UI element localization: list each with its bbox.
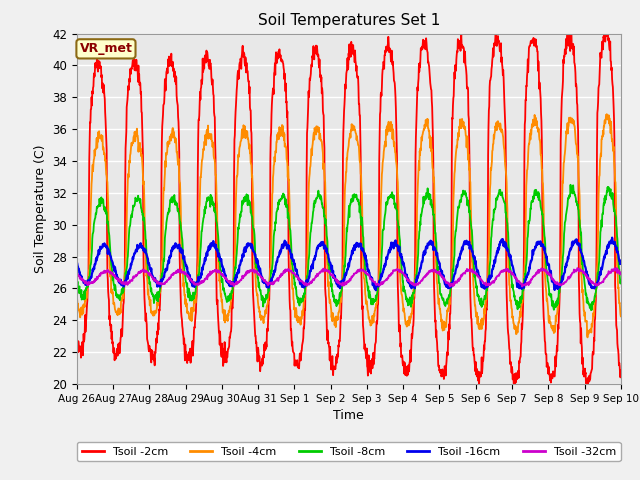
Tsoil -16cm <box>608 235 616 240</box>
Tsoil -16cm <box>505 251 513 256</box>
Tsoil -8cm <box>566 182 574 188</box>
Tsoil -8cm <box>180 270 188 276</box>
Tsoil -4cm <box>504 254 512 260</box>
Tsoil -4cm <box>603 111 611 117</box>
Tsoil -2cm <box>564 21 572 27</box>
Tsoil -16cm <box>434 253 442 259</box>
Tsoil -2cm <box>180 348 188 354</box>
Tsoil -8cm <box>433 255 441 261</box>
Tsoil -16cm <box>372 288 380 293</box>
Tsoil -16cm <box>73 260 81 265</box>
Tsoil -32cm <box>255 271 262 276</box>
Tsoil -4cm <box>552 318 560 324</box>
Tsoil -2cm <box>504 330 512 336</box>
Tsoil -32cm <box>504 267 512 273</box>
Tsoil -16cm <box>617 261 625 266</box>
Tsoil -16cm <box>180 258 188 264</box>
Tsoil -4cm <box>584 335 591 340</box>
Tsoil -16cm <box>553 284 561 290</box>
Tsoil -16cm <box>194 278 202 284</box>
Tsoil -2cm <box>73 344 81 349</box>
Tsoil -2cm <box>552 356 560 362</box>
Tsoil -32cm <box>180 271 188 277</box>
Tsoil -8cm <box>255 284 262 290</box>
Title: Soil Temperatures Set 1: Soil Temperatures Set 1 <box>258 13 440 28</box>
Tsoil -2cm <box>194 169 202 175</box>
Tsoil -8cm <box>194 282 202 288</box>
Tsoil -8cm <box>552 304 560 310</box>
Tsoil -2cm <box>583 386 591 392</box>
Tsoil -32cm <box>617 271 625 276</box>
Tsoil -4cm <box>194 264 202 270</box>
Tsoil -8cm <box>73 279 81 285</box>
Tsoil -16cm <box>255 263 262 269</box>
Tsoil -8cm <box>504 230 512 236</box>
X-axis label: Time: Time <box>333 409 364 422</box>
Tsoil -32cm <box>553 280 561 286</box>
Tsoil -2cm <box>433 340 441 346</box>
Text: VR_met: VR_met <box>79 42 132 55</box>
Tsoil -32cm <box>613 265 621 271</box>
Tsoil -32cm <box>518 284 526 289</box>
Tsoil -8cm <box>588 307 596 313</box>
Tsoil -4cm <box>73 295 81 301</box>
Tsoil -8cm <box>617 278 625 284</box>
Line: Tsoil -4cm: Tsoil -4cm <box>77 114 621 337</box>
Line: Tsoil -32cm: Tsoil -32cm <box>77 268 621 287</box>
Tsoil -32cm <box>433 269 441 275</box>
Line: Tsoil -8cm: Tsoil -8cm <box>77 185 621 310</box>
Line: Tsoil -16cm: Tsoil -16cm <box>77 238 621 290</box>
Tsoil -4cm <box>255 305 262 311</box>
Tsoil -2cm <box>617 367 625 373</box>
Tsoil -4cm <box>617 313 625 319</box>
Tsoil -4cm <box>180 293 188 299</box>
Line: Tsoil -2cm: Tsoil -2cm <box>77 24 621 389</box>
Tsoil -32cm <box>194 282 202 288</box>
Y-axis label: Soil Temperature (C): Soil Temperature (C) <box>33 144 47 273</box>
Tsoil -4cm <box>433 280 441 286</box>
Tsoil -2cm <box>255 352 262 358</box>
Tsoil -32cm <box>73 270 81 276</box>
Legend: Tsoil -2cm, Tsoil -4cm, Tsoil -8cm, Tsoil -16cm, Tsoil -32cm: Tsoil -2cm, Tsoil -4cm, Tsoil -8cm, Tsoi… <box>77 442 621 461</box>
